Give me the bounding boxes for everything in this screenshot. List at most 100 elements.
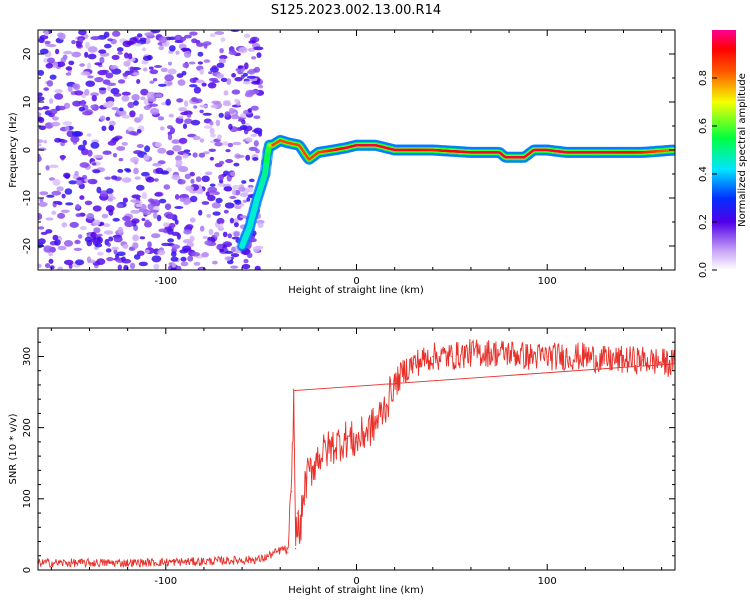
snr-point bbox=[394, 384, 396, 386]
noise-speckle bbox=[219, 248, 225, 253]
noise-speckle bbox=[112, 153, 118, 158]
noise-speckle bbox=[190, 178, 195, 184]
colorbar-ticks: 0.0 0.2 0.4 0.6 0.8 bbox=[698, 70, 717, 278]
noise-speckle bbox=[127, 101, 135, 109]
noise-speckle bbox=[175, 50, 180, 55]
noise-speckle bbox=[65, 66, 73, 71]
noise-speckle bbox=[231, 89, 241, 95]
noise-speckle bbox=[130, 199, 140, 203]
noise-speckle bbox=[170, 127, 175, 134]
noise-speckle bbox=[250, 133, 258, 137]
spectrogram-xlabel: Height of straight line (km) bbox=[288, 285, 424, 296]
noise-speckle bbox=[154, 65, 163, 68]
noise-speckle bbox=[247, 108, 252, 113]
noise-speckle bbox=[222, 231, 228, 238]
noise-speckle bbox=[232, 189, 236, 196]
noise-speckle bbox=[121, 91, 131, 96]
snr-point bbox=[293, 448, 296, 450]
noise-speckle bbox=[100, 69, 110, 74]
noise-speckle bbox=[199, 109, 204, 114]
noise-speckle bbox=[213, 231, 220, 238]
noise-speckle bbox=[150, 107, 160, 115]
x-tick-label: 100 bbox=[538, 276, 557, 287]
noise-speckle bbox=[65, 72, 72, 76]
noise-speckle bbox=[55, 48, 60, 55]
noise-speckle bbox=[182, 123, 188, 129]
noise-speckle bbox=[91, 95, 98, 102]
noise-speckle bbox=[165, 98, 171, 106]
noise-speckle bbox=[168, 61, 172, 66]
noise-speckle bbox=[248, 68, 256, 75]
noise-speckle bbox=[90, 92, 100, 97]
noise-speckle bbox=[197, 51, 204, 57]
noise-speckle bbox=[151, 255, 162, 263]
noise-speckle bbox=[201, 252, 209, 258]
noise-speckle bbox=[131, 218, 140, 224]
noise-speckle bbox=[202, 235, 209, 240]
noise-speckle bbox=[175, 155, 182, 162]
noise-speckle bbox=[184, 34, 192, 39]
noise-speckle bbox=[187, 255, 194, 262]
y-tick-label: 200 bbox=[22, 418, 33, 437]
noise-speckle bbox=[234, 205, 242, 210]
noise-speckle bbox=[256, 52, 262, 58]
noise-speckle bbox=[49, 265, 55, 270]
noise-speckle bbox=[45, 229, 53, 234]
noise-speckle bbox=[220, 37, 226, 43]
noise-speckle bbox=[92, 205, 102, 212]
noise-speckle bbox=[133, 100, 139, 106]
noise-speckle bbox=[103, 31, 110, 38]
noise-speckle bbox=[136, 184, 145, 191]
noise-speckle bbox=[185, 224, 194, 230]
noise-speckle bbox=[189, 171, 195, 177]
noise-speckle bbox=[239, 215, 249, 219]
snr-point bbox=[355, 441, 358, 443]
noise-speckle bbox=[226, 78, 232, 85]
snr-point bbox=[546, 355, 548, 358]
noise-speckle bbox=[158, 45, 165, 51]
noise-speckle bbox=[224, 111, 231, 118]
noise-speckle bbox=[64, 188, 73, 195]
noise-speckle bbox=[237, 65, 244, 69]
noise-speckle bbox=[116, 251, 126, 257]
noise-speckle bbox=[184, 100, 189, 107]
noise-speckle bbox=[189, 77, 198, 84]
noise-speckle bbox=[104, 176, 111, 180]
snr-point bbox=[203, 560, 205, 563]
noise-speckle bbox=[233, 162, 240, 167]
noise-speckle bbox=[158, 198, 167, 204]
snr-point bbox=[584, 355, 587, 358]
noise-speckle bbox=[231, 246, 236, 253]
noise-speckle bbox=[197, 61, 203, 65]
noise-speckle bbox=[229, 196, 237, 199]
noise-speckle bbox=[217, 182, 225, 187]
noise-speckle bbox=[218, 174, 225, 181]
noise-speckle bbox=[124, 220, 135, 228]
noise-speckle bbox=[201, 201, 210, 205]
noise-speckle bbox=[51, 210, 57, 215]
noise-speckle bbox=[124, 52, 129, 59]
noise-speckle bbox=[111, 246, 119, 251]
noise-speckle bbox=[118, 109, 127, 117]
noise-speckle bbox=[204, 240, 212, 246]
noise-speckle bbox=[38, 213, 43, 220]
noise-speckle bbox=[218, 160, 225, 165]
noise-speckle bbox=[116, 203, 124, 209]
y-tick-label: 300 bbox=[22, 347, 33, 366]
noise-speckle bbox=[116, 47, 124, 52]
noise-speckle bbox=[52, 116, 60, 121]
noise-speckle bbox=[251, 56, 257, 60]
noise-speckle bbox=[208, 71, 213, 75]
snr-axes: -100 0 100 0 100 200 300 bbox=[22, 327, 675, 587]
snr-point bbox=[346, 437, 348, 439]
noise-speckle bbox=[121, 114, 131, 119]
noise-speckle bbox=[94, 243, 103, 248]
noise-speckle bbox=[207, 194, 216, 202]
noise-speckle bbox=[148, 66, 154, 70]
noise-speckle bbox=[166, 150, 175, 156]
noise-speckle bbox=[112, 30, 121, 37]
noise-speckle bbox=[43, 245, 52, 249]
noise-speckle bbox=[77, 144, 86, 151]
noise-speckle bbox=[38, 69, 45, 76]
noise-speckle bbox=[107, 198, 113, 202]
